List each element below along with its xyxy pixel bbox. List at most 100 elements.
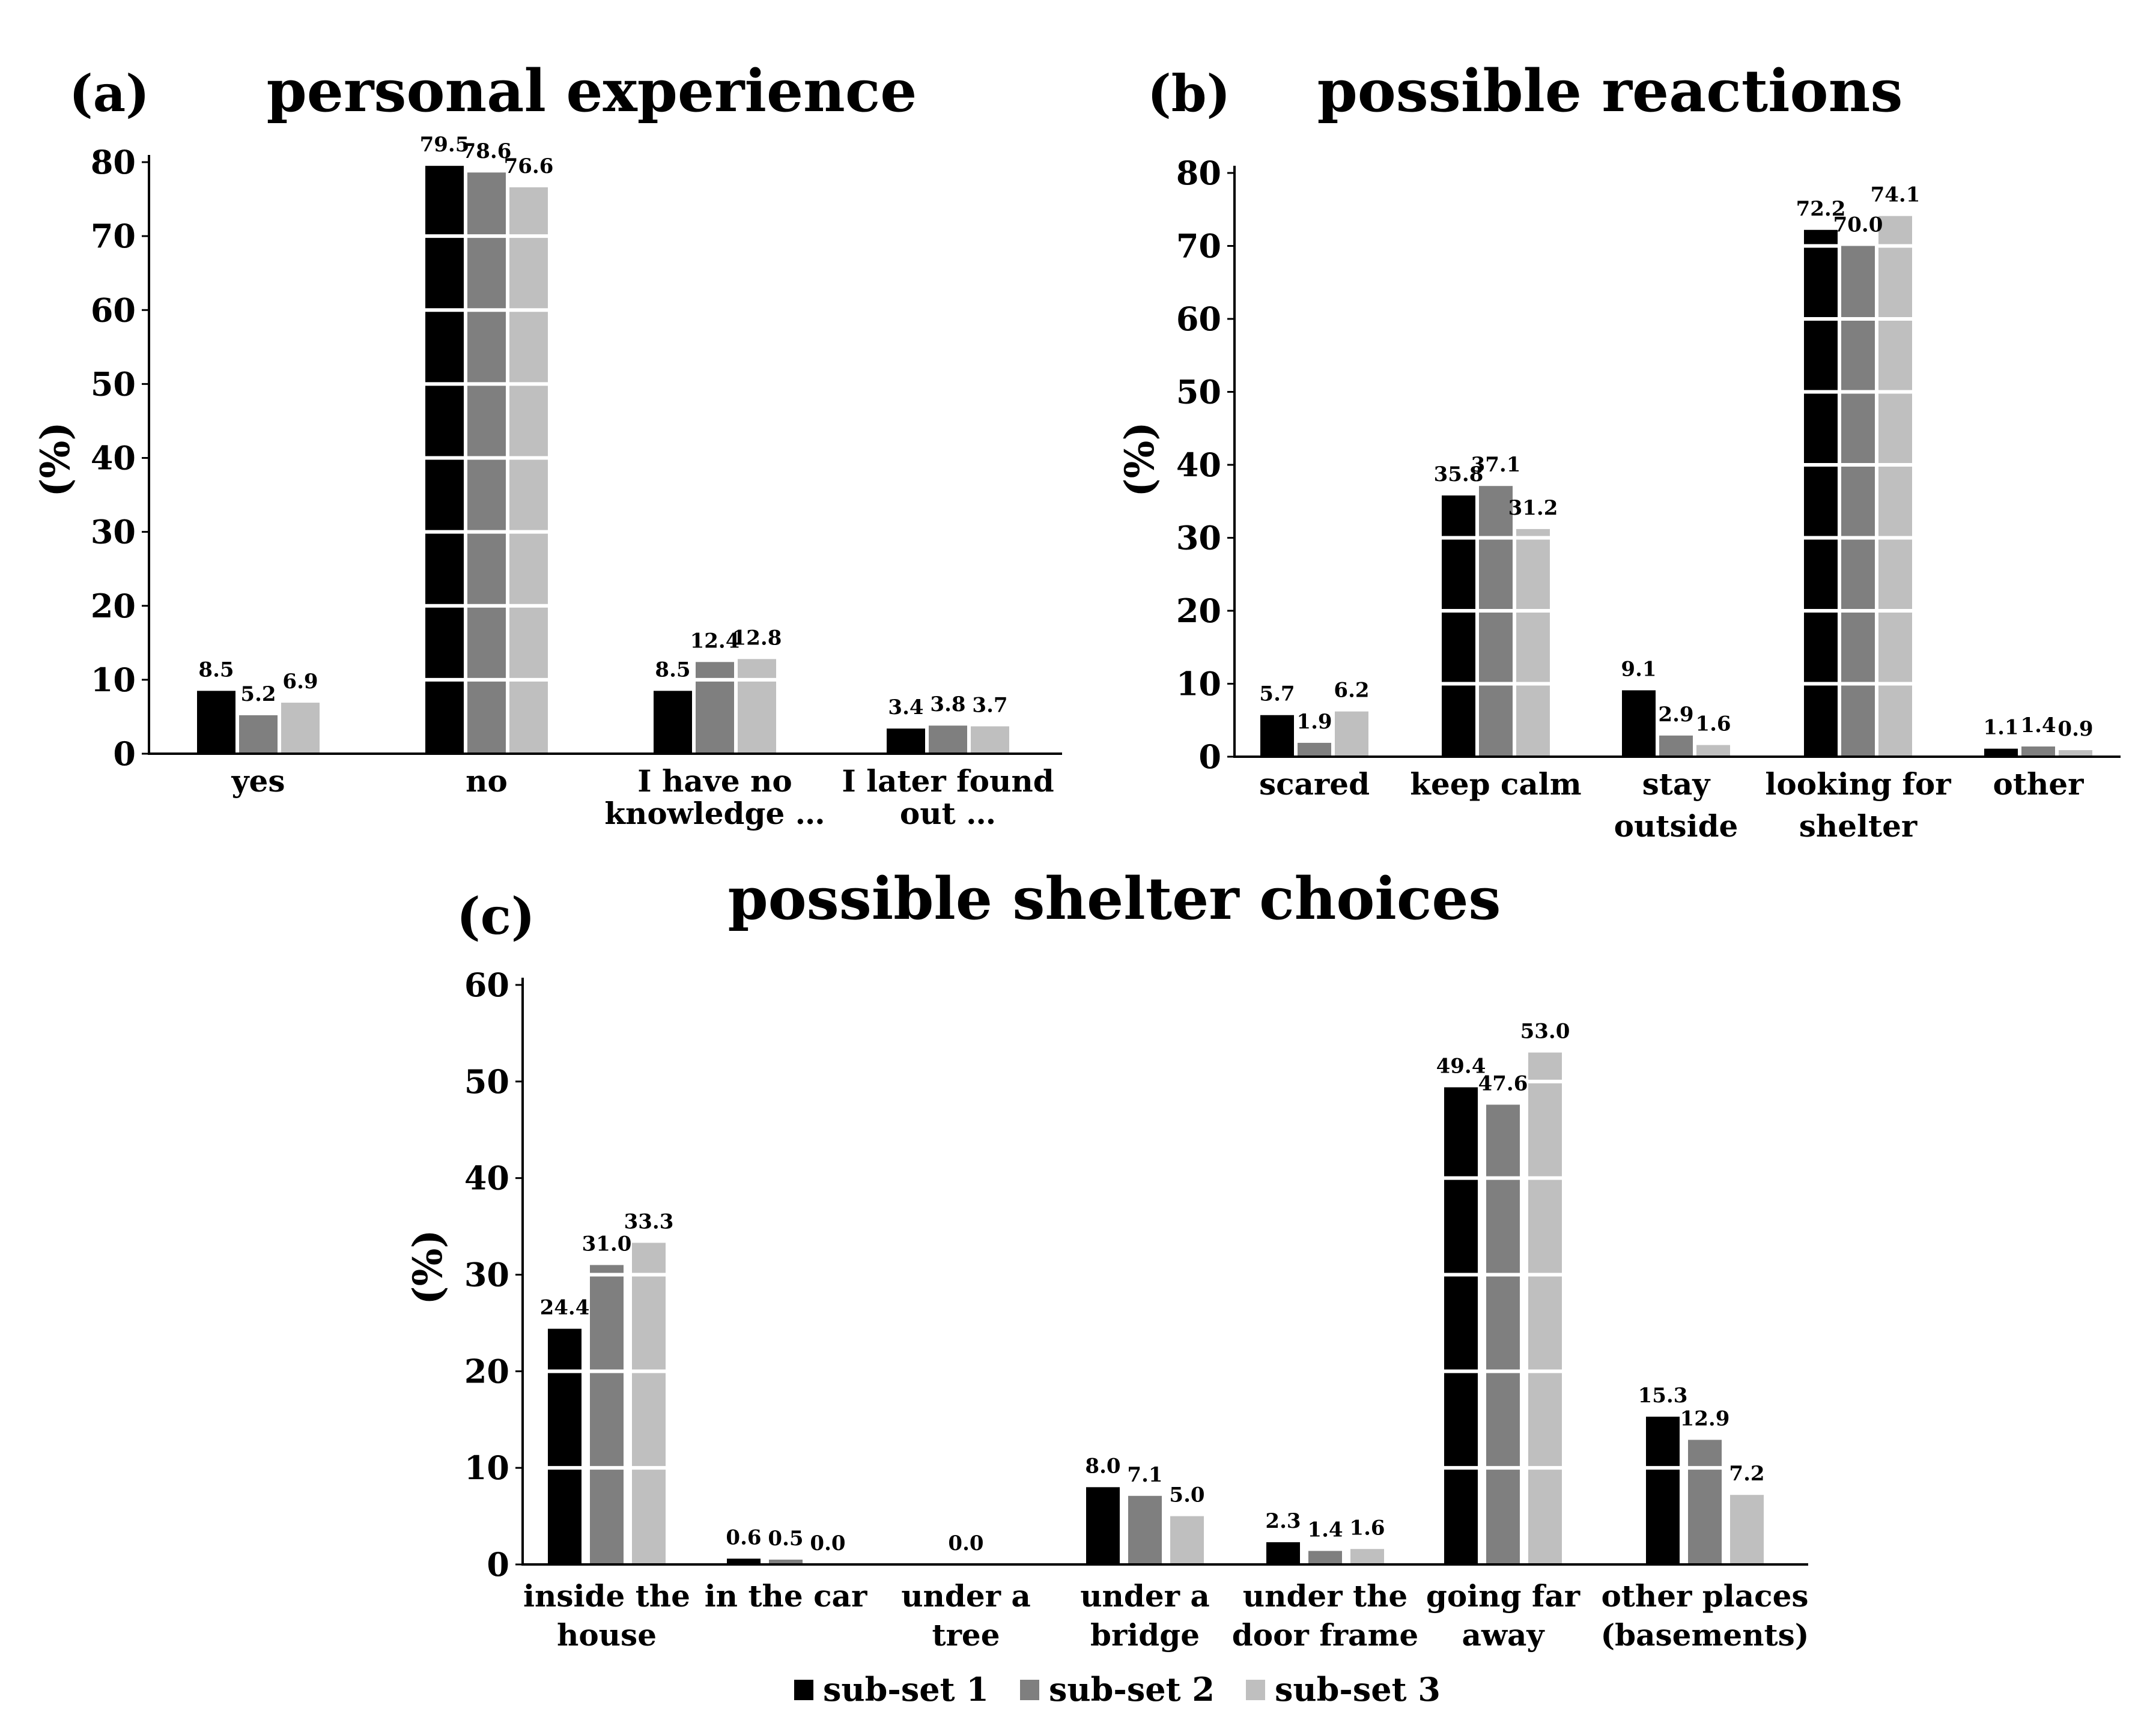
panel-a-bar bbox=[971, 726, 1009, 754]
panel-a-value-label: 12.8 bbox=[732, 626, 782, 650]
panel-a-category-label: knowledge … bbox=[604, 796, 825, 831]
panel-a-bar bbox=[467, 172, 506, 754]
panel-c-value-label: 2.3 bbox=[1265, 1509, 1301, 1533]
panel-a-y-tick-label: 80 bbox=[91, 143, 136, 181]
panel-c-category-label: door frame bbox=[1232, 1617, 1418, 1653]
panel-b-y-tick-label: 50 bbox=[1176, 373, 1221, 411]
legend-swatch-sub-set-2 bbox=[1020, 1680, 1039, 1700]
panel-c-category-label: under the bbox=[1243, 1578, 1408, 1614]
panel-c-y-tick-label: 60 bbox=[464, 966, 509, 1004]
panel-c-title: possible shelter choices bbox=[728, 865, 1501, 933]
panel-b-value-labels: 5.71.96.2 35.837.1 31.2 9.12.9 1.6 72.270.0 74… bbox=[1259, 183, 2093, 741]
panel-c-bar bbox=[590, 1265, 624, 1564]
panel-c-bar bbox=[1350, 1549, 1384, 1564]
panel-a-bar bbox=[887, 728, 925, 754]
panel-c-bars bbox=[548, 1052, 1764, 1564]
panel-c-category-label: away bbox=[1462, 1617, 1546, 1653]
panel-c: (c) possible shelter choices (%) 0 10 20 30… bbox=[404, 865, 1809, 1653]
panel-a-category-label: yes bbox=[231, 763, 285, 799]
panel-b-bar bbox=[1984, 748, 2018, 757]
panel-c-bar bbox=[1730, 1495, 1764, 1564]
panel-b-y-tick-label: 10 bbox=[1176, 665, 1221, 703]
panel-b-category-label: stay bbox=[1642, 766, 1711, 802]
panel-c-category-label: under a bbox=[1080, 1578, 1210, 1614]
panel-c-category-label: going far bbox=[1426, 1578, 1581, 1614]
panel-a-bar bbox=[696, 662, 734, 754]
panel-a-bar bbox=[654, 691, 692, 754]
panel-c-category-label: in the car bbox=[705, 1578, 867, 1614]
panel-a-value-label: 76.6 bbox=[504, 154, 554, 178]
panel-a-title: personal experience bbox=[267, 57, 917, 125]
panel-c-bar bbox=[1170, 1516, 1204, 1564]
panel-b-value-label: 0.9 bbox=[2057, 717, 2093, 741]
panel-b-bar bbox=[1516, 528, 1550, 757]
panel-c-value-label: 24.4 bbox=[540, 1296, 590, 1320]
panel-a: (a) personal experience (%) 0 10 20 30 40 50 6… bbox=[32, 57, 1062, 831]
panel-c-value-label: 5.0 bbox=[1169, 1483, 1204, 1507]
legend-swatch-sub-set-1 bbox=[794, 1680, 813, 1700]
panel-b-value-label: 74.1 bbox=[1871, 183, 1921, 207]
panel-c-value-label: 7.2 bbox=[1729, 1462, 1764, 1486]
panel-a-y-axis-title: (%) bbox=[32, 422, 79, 497]
panel-a-bar bbox=[929, 725, 967, 754]
panel-c-bar bbox=[769, 1559, 803, 1564]
panel-b-y-tick-label: 60 bbox=[1176, 300, 1221, 338]
panel-c-bar bbox=[1646, 1416, 1680, 1564]
panel-a-value-label: 5.2 bbox=[240, 682, 276, 706]
panel-b-category-label: other bbox=[1993, 766, 2085, 802]
panel-c-category-label: (basements) bbox=[1601, 1617, 1809, 1653]
panel-b-bar bbox=[1442, 495, 1475, 757]
panel-b-y-tick-label: 40 bbox=[1176, 446, 1221, 484]
panel-b-value-label: 35.8 bbox=[1434, 462, 1484, 486]
panel-c-value-label: 7.1 bbox=[1127, 1463, 1162, 1487]
panel-a-y-tick-label: 50 bbox=[91, 365, 136, 403]
panel-c-bar bbox=[1266, 1542, 1300, 1564]
panel-c-axes bbox=[521, 978, 1808, 1566]
panel-b-category-label: looking for bbox=[1765, 766, 1951, 802]
panel-a-category-label: no bbox=[466, 763, 508, 799]
panel-b-letter: (b) bbox=[1147, 64, 1230, 123]
panel-c-value-label: 0.6 bbox=[726, 1525, 761, 1549]
panel-c-bar bbox=[1444, 1087, 1478, 1564]
panel-a-value-label: 3.4 bbox=[888, 695, 923, 719]
panel-b-y-tick-label: 30 bbox=[1176, 519, 1221, 557]
panel-b-bar bbox=[1804, 229, 1838, 757]
legend: sub-set 1 sub-set 2 sub-set 3 bbox=[794, 1670, 1441, 1709]
panel-b-bar bbox=[1335, 711, 1368, 757]
panel-b-category-label: keep calm bbox=[1410, 766, 1581, 802]
panel-b-value-label: 1.4 bbox=[2020, 713, 2056, 737]
panel-c-bar bbox=[1688, 1440, 1722, 1564]
panel-a-bar bbox=[239, 715, 278, 754]
panel-b-bars bbox=[1260, 216, 2092, 757]
panel-a-y-tick-label: 0 bbox=[113, 734, 136, 773]
panel-a-y-tick-label: 20 bbox=[91, 587, 136, 625]
panel-b-bar bbox=[1260, 715, 1294, 757]
panel-c-bar bbox=[1486, 1104, 1520, 1564]
panel-c-value-label: 47.6 bbox=[1478, 1071, 1528, 1095]
panel-c-bar bbox=[1308, 1551, 1342, 1564]
panel-a-value-label: 12.4 bbox=[690, 629, 740, 653]
panel-a-y-tick-label: 70 bbox=[91, 217, 136, 255]
panel-b-category-label: outside bbox=[1614, 808, 1738, 844]
panel-b-y-ticks: 0 10 20 30 40 50 60 70 80 bbox=[1176, 154, 1234, 776]
legend-swatch-sub-set-3 bbox=[1246, 1680, 1265, 1700]
panel-c-y-tick-label: 30 bbox=[464, 1256, 509, 1294]
panel-a-y-tick-label: 40 bbox=[91, 439, 136, 477]
panel-b-category-label: shelter bbox=[1799, 808, 1918, 844]
panel-c-bar bbox=[1128, 1495, 1162, 1564]
panel-c-value-label: 1.4 bbox=[1307, 1518, 1343, 1542]
panel-b-y-tick-label: 20 bbox=[1176, 592, 1221, 630]
panel-c-y-ticks: 0 10 20 30 40 50 60 bbox=[464, 966, 523, 1584]
panel-a-axes bbox=[148, 155, 1062, 755]
panel-b-bar bbox=[1878, 216, 1912, 757]
panel-b-value-label: 2.9 bbox=[1658, 703, 1693, 727]
panel-c-bar bbox=[727, 1558, 761, 1564]
panel-c-category-label: bridge bbox=[1090, 1617, 1200, 1653]
panel-b-bar bbox=[2021, 746, 2055, 757]
panel-a-y-tick-label: 30 bbox=[91, 513, 136, 551]
panel-a-value-label: 8.5 bbox=[655, 658, 690, 682]
panel-b-y-axis-title: (%) bbox=[1116, 422, 1163, 497]
panel-b-value-label: 72.2 bbox=[1796, 197, 1846, 221]
panel-c-category-label: inside the bbox=[523, 1578, 690, 1614]
